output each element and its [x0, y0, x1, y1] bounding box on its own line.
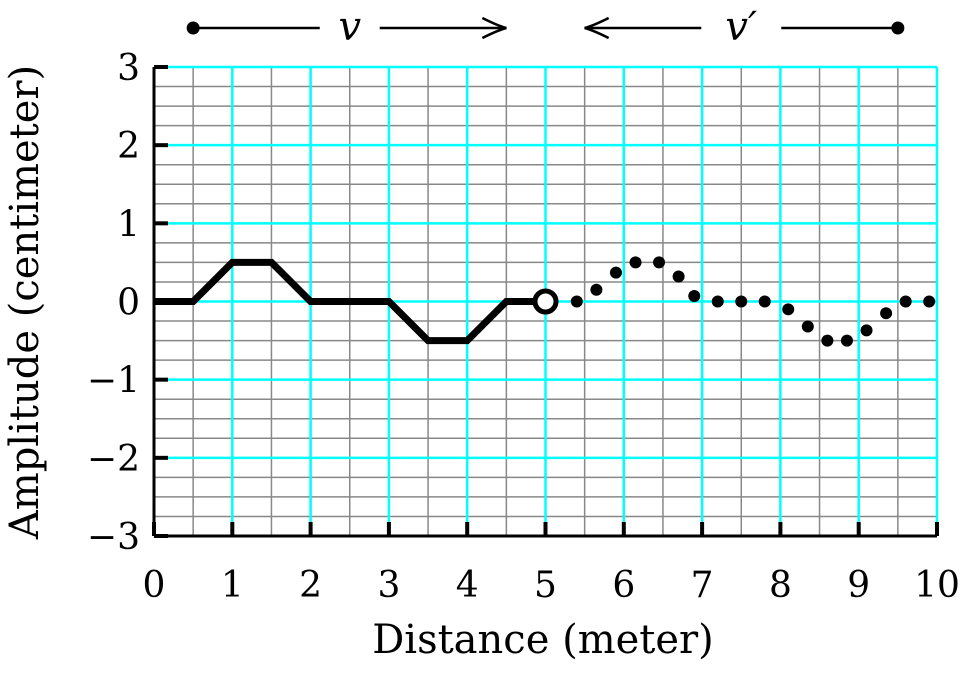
- wave-dot-point: [590, 283, 603, 296]
- open-circle-marker: [532, 288, 559, 315]
- x-tick-label: 4: [456, 565, 479, 606]
- x-tick-label: 5: [534, 565, 557, 606]
- wave-dot-point: [880, 307, 893, 320]
- wave-dot-point: [801, 320, 814, 333]
- velocity-label: v: [338, 4, 361, 50]
- x-tick-label: 10: [914, 565, 960, 606]
- y-tick-label: −1: [87, 361, 140, 402]
- wave-dot-point: [923, 295, 936, 308]
- velocity-arrows: v v′: [186, 4, 905, 50]
- x-axis-label: Distance (meter): [372, 617, 714, 663]
- x-tick-label: 0: [143, 565, 166, 606]
- wave-dot-point: [735, 295, 748, 308]
- arrowhead: [584, 16, 610, 40]
- y-tick-label: 2: [117, 126, 140, 167]
- y-tick-label: −2: [87, 439, 140, 480]
- wave-dot-point: [860, 324, 873, 337]
- wave-dot-point: [821, 334, 834, 347]
- y-axis-label: Amplitude (centimeter): [2, 65, 48, 540]
- x-tick-label: 9: [847, 565, 870, 606]
- wave-dot-point: [782, 303, 795, 316]
- x-tick-label: 7: [691, 565, 714, 606]
- y-tick-label: 3: [117, 48, 140, 89]
- marker-group: [532, 288, 559, 315]
- x-tick-label: 1: [221, 565, 244, 606]
- wave-dot-point: [899, 295, 912, 308]
- x-tick-label: 6: [612, 565, 635, 606]
- y-tick-label: 0: [117, 283, 140, 324]
- wave-dot-point: [570, 295, 583, 308]
- velocity-label: v′: [725, 4, 757, 50]
- wave-dot-point: [629, 256, 642, 269]
- wave-dot-point: [688, 290, 701, 303]
- wave-dot-point: [672, 270, 685, 283]
- wave-dot-point: [758, 295, 771, 308]
- x-tick-labels: 0 1 2 3 4 5 6 7 8 9 10: [143, 565, 960, 606]
- series-group: [154, 256, 936, 347]
- y-tick-label: −3: [87, 517, 140, 558]
- wave-dot-point: [840, 334, 853, 347]
- y-tick-labels: −3 −2 −1 0 1 2 3: [87, 48, 140, 558]
- wave-dot-point: [653, 256, 666, 269]
- wave-dot-point: [711, 295, 724, 308]
- x-tick-label: 8: [769, 565, 792, 606]
- y-tick-label: 1: [117, 204, 140, 245]
- x-tick-label: 3: [377, 565, 400, 606]
- wave-solid-line: [154, 258, 546, 345]
- arrowhead: [481, 16, 507, 40]
- x-tick-label: 2: [299, 565, 322, 606]
- wave-dot-point: [609, 266, 622, 279]
